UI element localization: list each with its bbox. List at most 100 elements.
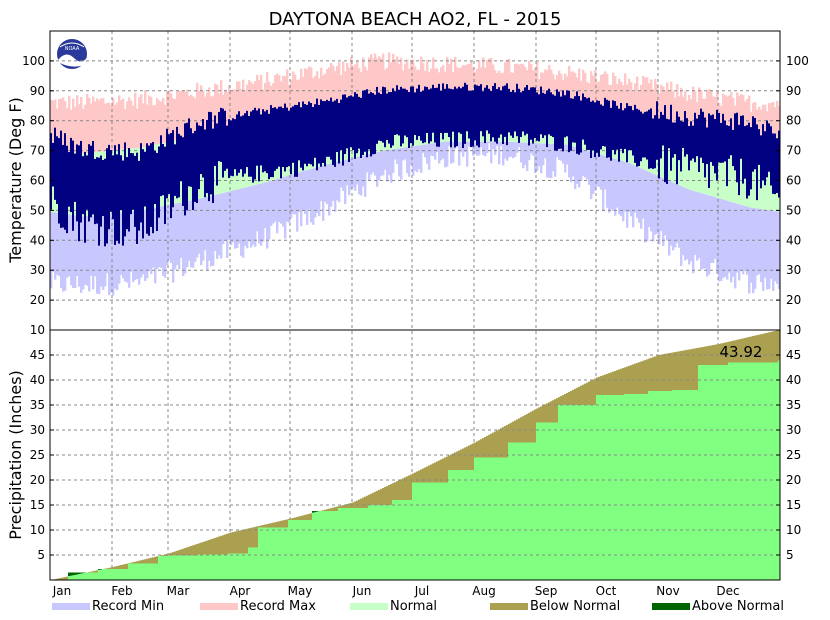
below-normal-bar [522, 416, 525, 443]
record-max-bar [272, 83, 275, 118]
record-min-bar [56, 212, 59, 275]
below-normal-bar [558, 397, 561, 405]
precip-actual-bar [566, 405, 569, 580]
below-normal-bar [656, 355, 659, 391]
record-max-bar [714, 96, 717, 140]
below-normal-bar [588, 381, 591, 405]
record-min-bar [240, 188, 243, 256]
record-max-bar [566, 76, 569, 100]
record-max-bar [216, 84, 219, 132]
record-max-bar [250, 81, 253, 124]
actual-temp-bar [500, 90, 502, 135]
precip-actual-bar [696, 390, 699, 580]
record-max-bar [292, 71, 295, 113]
actual-temp-bar [592, 100, 594, 151]
record-max-bar [638, 89, 641, 118]
actual-temp-bar [450, 88, 452, 148]
record-max-bar [484, 67, 487, 91]
actual-temp-bar [104, 158, 106, 247]
record-max-bar [624, 73, 627, 114]
precip-actual-bar [426, 482, 429, 580]
precip-actual-bar [578, 405, 581, 580]
record-min-bar [166, 205, 169, 266]
above-normal-bar [74, 572, 77, 575]
actual-temp-bar [56, 136, 58, 204]
actual-temp-bar [312, 106, 314, 167]
precip-actual-bar [336, 511, 339, 580]
precip-actual-bar [110, 569, 113, 580]
precip-actual-bar [624, 394, 627, 580]
temperature-tick-label-right: 50 [786, 203, 801, 217]
record-min-bar [734, 202, 737, 289]
below-normal-bar [142, 559, 145, 564]
record-max-bar [536, 62, 539, 96]
below-normal-bar [776, 330, 779, 363]
record-min-bar [380, 151, 383, 176]
actual-temp-bar [110, 150, 112, 212]
below-normal-bar [446, 456, 449, 483]
precip-actual-bar [390, 505, 393, 580]
below-normal-bar [540, 406, 543, 423]
record-max-bar [600, 74, 603, 109]
record-max-bar [176, 91, 179, 141]
record-min-bar [192, 199, 195, 268]
record-max-bar [340, 75, 343, 103]
record-min-bar [398, 148, 401, 177]
record-max-bar [364, 66, 367, 100]
actual-temp-bar [566, 90, 568, 137]
actual-temp-bar [590, 101, 592, 159]
actual-temp-bar [406, 89, 408, 138]
precip-actual-bar [620, 395, 623, 580]
record-max-bar [570, 71, 573, 101]
below-normal-bar [624, 367, 627, 394]
precip-actual-bar [68, 576, 71, 580]
record-min-bar [722, 199, 725, 278]
record-min-bar [86, 215, 89, 286]
actual-temp-bar [672, 122, 674, 158]
precip-actual-bar [534, 442, 537, 580]
record-min-bar [502, 141, 505, 166]
actual-temp-bar [54, 127, 56, 200]
precip-actual-bar [540, 422, 543, 580]
record-min-bar [638, 167, 641, 223]
legend-label: Record Min [92, 599, 164, 614]
actual-temp-bar [494, 83, 496, 142]
precip-actual-bar [750, 362, 753, 580]
precip-actual-bar [420, 482, 423, 580]
precip-actual-bar [548, 422, 551, 580]
precip-actual-bar [250, 547, 253, 580]
below-normal-bar [606, 373, 609, 395]
actual-temp-bar [122, 160, 124, 246]
record-max-bar [204, 96, 207, 135]
precip-actual-bar [710, 365, 713, 580]
record-max-bar [324, 73, 327, 106]
record-min-bar [596, 153, 599, 187]
record-min-bar [338, 161, 341, 203]
precip-actual-bar [106, 569, 109, 580]
temperature-tick-label-left: 60 [30, 174, 45, 188]
record-max-bar [640, 84, 643, 119]
below-normal-bar [138, 560, 141, 564]
record-min-bar [438, 142, 441, 164]
below-normal-bar [374, 491, 377, 505]
record-min-bar [238, 188, 241, 244]
precip-actual-bar [630, 394, 633, 580]
record-max-bar [346, 63, 349, 103]
below-normal-bar [456, 451, 459, 470]
precip-actual-bar [278, 527, 281, 580]
actual-temp-bar [418, 84, 420, 137]
record-min-bar [700, 192, 703, 270]
below-normal-bar [346, 504, 349, 508]
precip-actual-bar [436, 482, 439, 580]
record-max-bar [424, 70, 427, 93]
below-normal-bar [680, 350, 683, 390]
record-max-bar [646, 77, 649, 121]
actual-temp-bar [498, 87, 500, 138]
actual-temp-bar [196, 122, 198, 204]
precip-actual-bar [362, 508, 365, 580]
record-min-bar [92, 215, 95, 290]
precip-actual-bar [768, 362, 771, 580]
actual-temp-bar [354, 92, 356, 159]
precip-actual-bar [402, 500, 405, 580]
record-min-bar [340, 160, 343, 188]
